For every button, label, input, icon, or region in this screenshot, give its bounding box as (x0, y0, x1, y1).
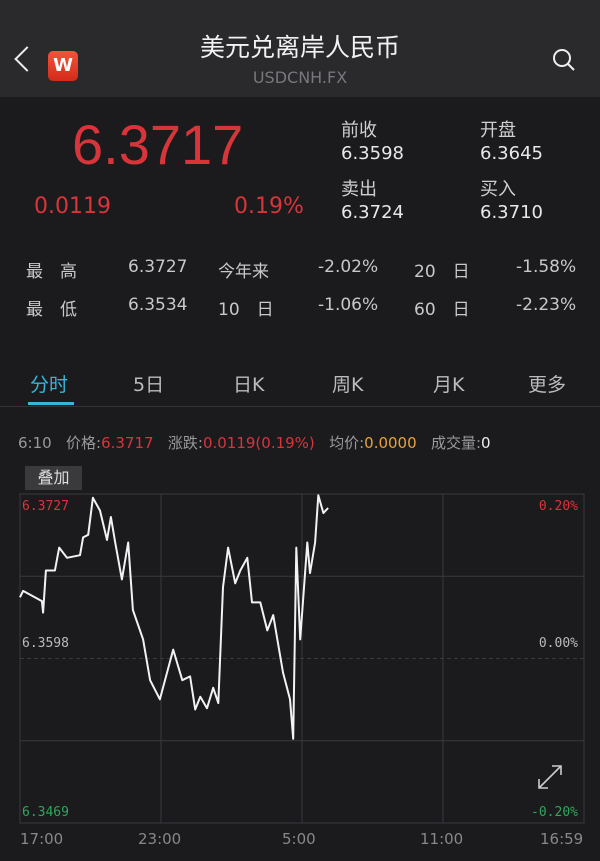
y-label-high: 6.3727 (22, 499, 69, 514)
header (0, 0, 600, 97)
info-avg-label: 均价: (329, 434, 365, 452)
app-logo[interactable]: W (48, 51, 78, 81)
y-pct-high: 0.20% (538, 499, 578, 514)
stat-value: -1.58% (516, 257, 577, 277)
open-value: 6.3645 (480, 143, 543, 164)
info-time: 6:10 (18, 434, 52, 452)
x-label: 17:00 (20, 830, 64, 848)
stat-label: 最 低 (26, 300, 77, 320)
stat-value: 6.3534 (128, 295, 188, 315)
intraday-chart[interactable] (0, 460, 600, 861)
bid-value: 6.3724 (341, 202, 404, 223)
overlay-button[interactable]: 叠加 (25, 466, 82, 490)
stat-label: 60 日 (414, 300, 470, 320)
stats-row-high: 最 高 6.3727 今年来 -2.02% 20 日 -1.58% (0, 257, 600, 282)
symbol-code: USDCNH.FX (252, 68, 348, 87)
info-price: 6.3717 (101, 434, 154, 452)
y-label-mid: 6.3598 (22, 636, 69, 651)
crosshair-info: 6:10 价格:6.3717 涨跌:0.0119(0.19%) 均价:0.000… (18, 432, 491, 453)
x-label: 23:00 (138, 830, 182, 848)
info-volume: 0 (481, 434, 491, 452)
y-pct-low: -0.20% (531, 805, 578, 820)
bid-label: 卖出 (341, 179, 377, 200)
last-price: 6.3717 (72, 113, 244, 176)
info-avg: 0.0000 (364, 434, 417, 452)
stats-row-low: 最 低 6.3534 10 日 -1.06% 60 日 -2.23% (0, 295, 600, 320)
tab-5day[interactable]: 5日 (133, 374, 165, 396)
info-volume-label: 成交量: (430, 434, 482, 452)
y-pct-mid: 0.00% (538, 636, 578, 651)
prev-close-value: 6.3598 (341, 143, 404, 164)
active-tab-indicator (28, 402, 74, 405)
x-label: 5:00 (282, 830, 316, 848)
stat-label: 最 高 (26, 262, 77, 282)
y-label-low: 6.3469 (22, 805, 69, 820)
chart-grid (19, 493, 585, 824)
info-change-label: 涨跌: (167, 434, 203, 452)
tab-weekly-k[interactable]: 周K (332, 374, 364, 396)
search-icon[interactable] (552, 48, 576, 72)
stat-value: 6.3727 (128, 257, 188, 277)
price-change: 0.0119 (34, 194, 111, 219)
stat-label: 20 日 (414, 262, 470, 282)
open-label: 开盘 (480, 120, 516, 141)
x-label: 11:00 (420, 830, 464, 848)
ask-value: 6.3710 (480, 202, 543, 223)
ask-label: 买入 (480, 179, 516, 200)
stat-value: -2.23% (516, 295, 577, 315)
tab-more[interactable]: 更多 (528, 374, 567, 396)
tab-daily-k[interactable]: 日K (233, 374, 265, 396)
x-label: 16:59 (540, 830, 584, 848)
prev-close-label: 前收 (341, 120, 377, 141)
info-change: 0.0119(0.19%) (202, 434, 315, 452)
page-title: 美元兑离岸人民币 (199, 33, 400, 62)
tab-intraday[interactable]: 分时 (30, 374, 69, 396)
stat-label: 今年来 (218, 262, 269, 282)
price-line (19, 494, 329, 740)
info-price-label: 价格: (66, 434, 102, 452)
stat-value: -1.06% (318, 295, 379, 315)
stat-value: -2.02% (318, 257, 379, 277)
tab-monthly-k[interactable]: 月K (433, 374, 465, 396)
expand-arrows-icon[interactable] (536, 763, 564, 791)
divider (0, 406, 600, 407)
price-change-pct: 0.19% (234, 194, 304, 219)
stat-label: 10 日 (218, 300, 274, 320)
